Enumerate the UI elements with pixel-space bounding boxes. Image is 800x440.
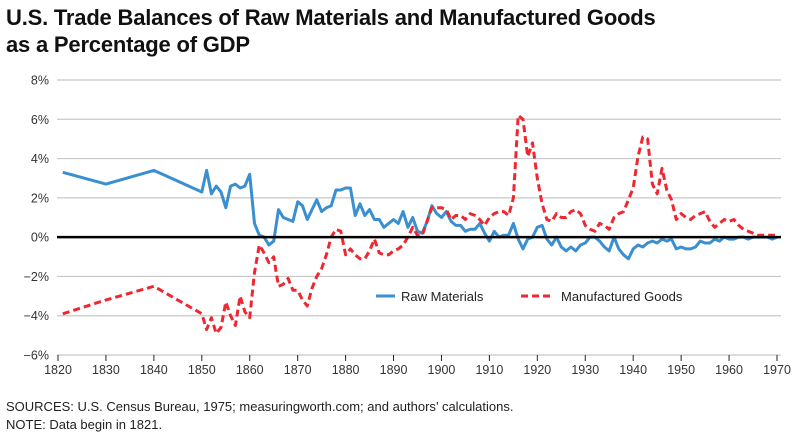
legend-label-raw-materials: Raw Materials	[401, 289, 484, 304]
x-tick-label: 1880	[332, 363, 360, 377]
x-tick-label: 1900	[428, 363, 456, 377]
y-tick-label: −4%	[24, 309, 49, 323]
y-tick-label: 4%	[31, 152, 49, 166]
y-axis-ticks: 8% 6% 4% 2% 0% −2% −4% −6%	[24, 74, 49, 363]
chart-title-line-1: U.S. Trade Balances of Raw Materials and…	[6, 5, 656, 30]
x-tick-label: 1930	[571, 363, 599, 377]
x-axis-ticks: 1820 1830 1840 1850 1860 1870 1880 1890 1900 1910…	[44, 355, 791, 377]
x-tick-label: 1960	[715, 363, 743, 377]
x-tick-label: 1870	[284, 363, 312, 377]
series-line-raw-materials	[62, 168, 778, 261]
y-tick-label: 0%	[31, 231, 49, 245]
x-tick-label: 1970	[763, 363, 791, 377]
x-tick-label: 1850	[188, 363, 216, 377]
data-note: NOTE: Data begin in 1821.	[6, 417, 163, 432]
x-tick-label: 1950	[667, 363, 695, 377]
x-tick-label: 1830	[92, 363, 120, 377]
x-tick-label: 1910	[475, 363, 503, 377]
series-lines	[57, 113, 781, 335]
y-tick-label: 6%	[31, 113, 49, 127]
series-line-manufactured-goods	[62, 113, 777, 335]
chart-footer: SOURCES: U.S. Census Bureau, 1975; measu…	[6, 398, 513, 434]
x-tick-label: 1860	[236, 363, 264, 377]
chart-title-line-2: as a Percentage of GDP	[6, 32, 250, 57]
x-tick-label: 1890	[380, 363, 408, 377]
y-tick-label: 2%	[31, 191, 49, 205]
x-tick-label: 1820	[44, 363, 72, 377]
chart-title: U.S. Trade Balances of Raw Materials and…	[6, 4, 656, 58]
y-tick-label: −2%	[24, 270, 49, 284]
x-tick-label: 1840	[140, 363, 168, 377]
gridlines	[57, 79, 781, 356]
x-tick-label: 1920	[523, 363, 551, 377]
y-tick-label: −6%	[24, 349, 49, 363]
y-tick-label: 8%	[31, 74, 49, 88]
legend: Raw Materials Manufactured Goods	[376, 289, 683, 304]
legend-label-manufactured-goods: Manufactured Goods	[561, 289, 683, 304]
x-tick-label: 1940	[619, 363, 647, 377]
sources-note: SOURCES: U.S. Census Bureau, 1975; measu…	[6, 399, 514, 414]
